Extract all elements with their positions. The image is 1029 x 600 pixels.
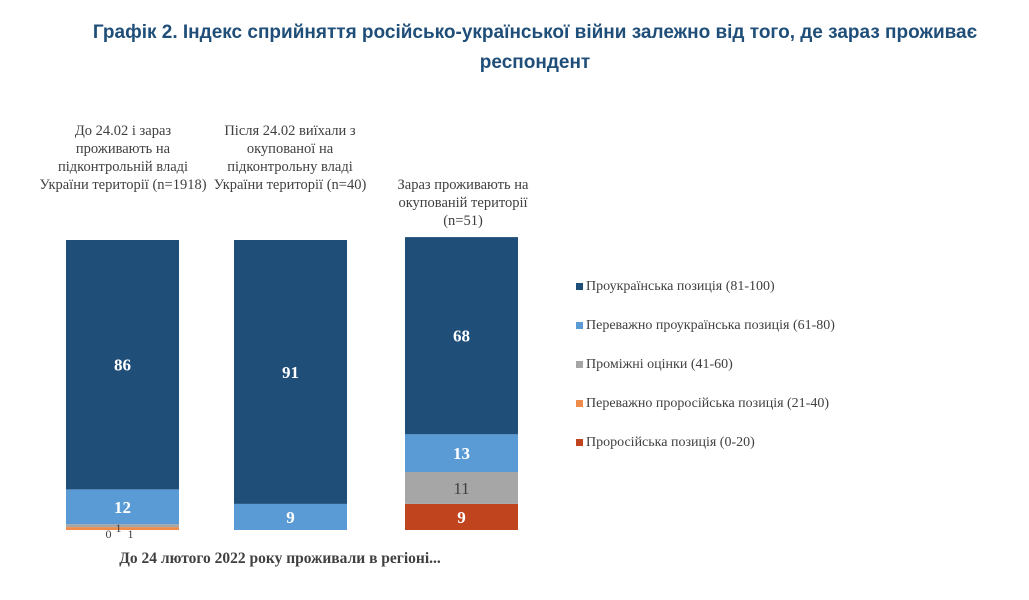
bar-segment-2-0 (405, 503, 518, 530)
legend-swatch-4 (576, 439, 583, 446)
legend-swatch-2 (576, 361, 583, 368)
legend-swatch-1 (576, 322, 583, 329)
category-label-2: Зараз проживають на окупованій території… (397, 177, 529, 229)
bar-segment-0-4 (66, 240, 179, 490)
chart-title: Графік 2. Індекс сприйняття російсько-ук… (92, 22, 978, 73)
legend-label-3: Переважно проросійська позиція (21-40) (586, 396, 829, 411)
bar-segment-2-3 (405, 434, 518, 472)
bar-label-2-0: 9 (457, 508, 466, 527)
category-label-1: Після 24.02 виїхали з окупованої на підк… (213, 123, 367, 193)
legend-label-1: Переважно проукраїнська позиція (61-80) (586, 318, 835, 333)
bar-label-2-3: 13 (453, 444, 470, 463)
bar-segment-1-4 (234, 240, 347, 504)
bar-segment-0-3 (66, 489, 179, 525)
legend-swatch-0 (576, 283, 583, 290)
bar-segment-0-2 (66, 524, 179, 528)
legend-label-0: Проукраїнська позиція (81-100) (586, 279, 775, 294)
bar-label-2-4: 68 (453, 327, 470, 346)
bar-segment-2-4 (405, 237, 518, 435)
legend-label-2: Проміжні оцінки (41-60) (586, 357, 733, 372)
bar-label-0-0: 0 (106, 527, 112, 541)
bar-label-2-2: 11 (453, 479, 469, 498)
bar-label-0-1: 1 (116, 521, 122, 535)
bar-label-0-3: 12 (114, 498, 131, 517)
bar-segment-0-1 (66, 527, 179, 530)
bar-label-0-4: 86 (114, 356, 131, 375)
legend-swatch-3 (576, 400, 583, 407)
bar-label-1-3: 9 (286, 508, 295, 527)
bar-label-0-2: 1 (128, 527, 134, 541)
bar-segment-2-2 (405, 472, 518, 504)
legend-label-4: Проросійська позиція (0-20) (586, 435, 755, 450)
bar-label-1-4: 91 (282, 363, 299, 382)
x-axis-label: До 24 лютого 2022 року проживали в регіо… (119, 550, 441, 567)
bar-segment-1-3 (234, 503, 347, 530)
category-label-0: До 24.02 і зараз проживають на підконтро… (39, 123, 207, 193)
